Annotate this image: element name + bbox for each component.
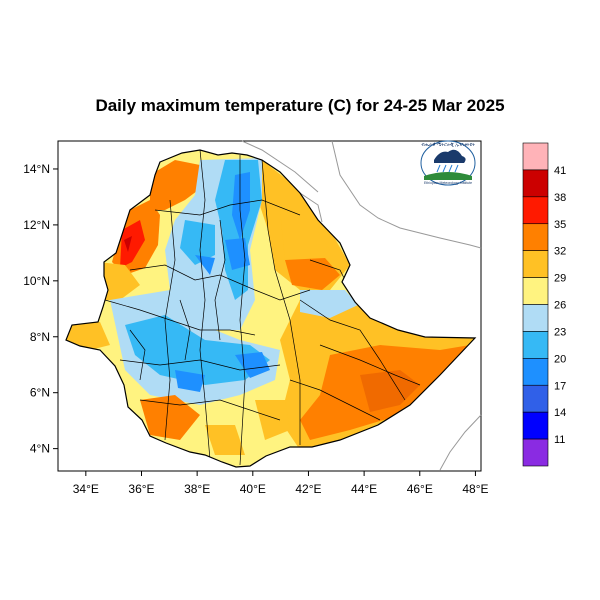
colorbar-label: 32 bbox=[554, 246, 566, 258]
lat-tick-label: 14°N bbox=[23, 162, 50, 176]
lat-tick-label: 6°N bbox=[30, 386, 50, 400]
lon-tick-label: 34°E bbox=[73, 482, 99, 496]
colorbar-label: 11 bbox=[554, 434, 565, 446]
logo-text-top: ብሔራዊ ሜትሮሎጂ ኢንስቲትዩት bbox=[421, 142, 475, 147]
colorbar-label: 29 bbox=[554, 273, 566, 285]
colorbar-swatch bbox=[522, 331, 549, 359]
colorbar-swatch bbox=[522, 223, 549, 251]
colorbar-swatch bbox=[522, 438, 549, 467]
lat-tick-label: 12°N bbox=[23, 218, 50, 232]
lon-tick-label: 40°E bbox=[240, 482, 266, 496]
latitude-axis: 14°N 12°N 10°N 8°N 6°N 4°N bbox=[23, 162, 58, 456]
colorbar-swatch bbox=[522, 304, 549, 332]
colorbar-swatch bbox=[522, 142, 549, 171]
lon-tick-label: 44°E bbox=[351, 482, 377, 496]
colorbar-swatch bbox=[522, 169, 549, 198]
lon-tick-label: 42°E bbox=[295, 482, 321, 496]
colorbar-swatch bbox=[522, 411, 549, 440]
admin-borders bbox=[104, 150, 421, 466]
country-outline bbox=[65, 149, 477, 468]
colorbar-swatch bbox=[522, 250, 549, 278]
lon-tick-label: 46°E bbox=[407, 482, 433, 496]
colorbar-label: 14 bbox=[554, 407, 566, 419]
lon-tick-label: 48°E bbox=[462, 482, 488, 496]
colorbar-swatch bbox=[522, 358, 549, 386]
colorbar-swatch bbox=[522, 277, 549, 305]
colorbar-label: 41 bbox=[554, 165, 566, 177]
colorbar-label: 17 bbox=[554, 380, 566, 392]
institute-logo: ብሔራዊ ሜትሮሎጂ ኢንስቲትዩት Ethiopian Meteorology… bbox=[420, 140, 476, 186]
map-title: Daily maximum temperature (C) for 24-25 … bbox=[95, 96, 505, 115]
lat-tick-label: 8°N bbox=[30, 330, 50, 344]
colorbar-swatch bbox=[522, 384, 549, 413]
colorbar-label: 26 bbox=[554, 300, 566, 312]
lon-tick-label: 36°E bbox=[128, 482, 154, 496]
colorbar: 41 38 35 32 29 26 23 20 17 14 11 bbox=[522, 142, 566, 467]
neighbour-borders bbox=[241, 140, 482, 471]
colorbar-label: 20 bbox=[554, 353, 566, 365]
colorbar-label: 35 bbox=[554, 219, 566, 231]
lat-tick-label: 4°N bbox=[30, 442, 50, 456]
logo-text-bottom: Ethiopian Meteorology Institute bbox=[424, 181, 472, 185]
colorbar-label: 38 bbox=[554, 192, 566, 204]
longitude-axis: 34°E 36°E 38°E 40°E 42°E 44°E 46°E 48°E bbox=[73, 471, 489, 496]
lon-tick-label: 38°E bbox=[184, 482, 210, 496]
lat-tick-label: 10°N bbox=[23, 274, 50, 288]
colorbar-label: 23 bbox=[554, 326, 566, 338]
colorbar-swatch bbox=[522, 196, 549, 225]
